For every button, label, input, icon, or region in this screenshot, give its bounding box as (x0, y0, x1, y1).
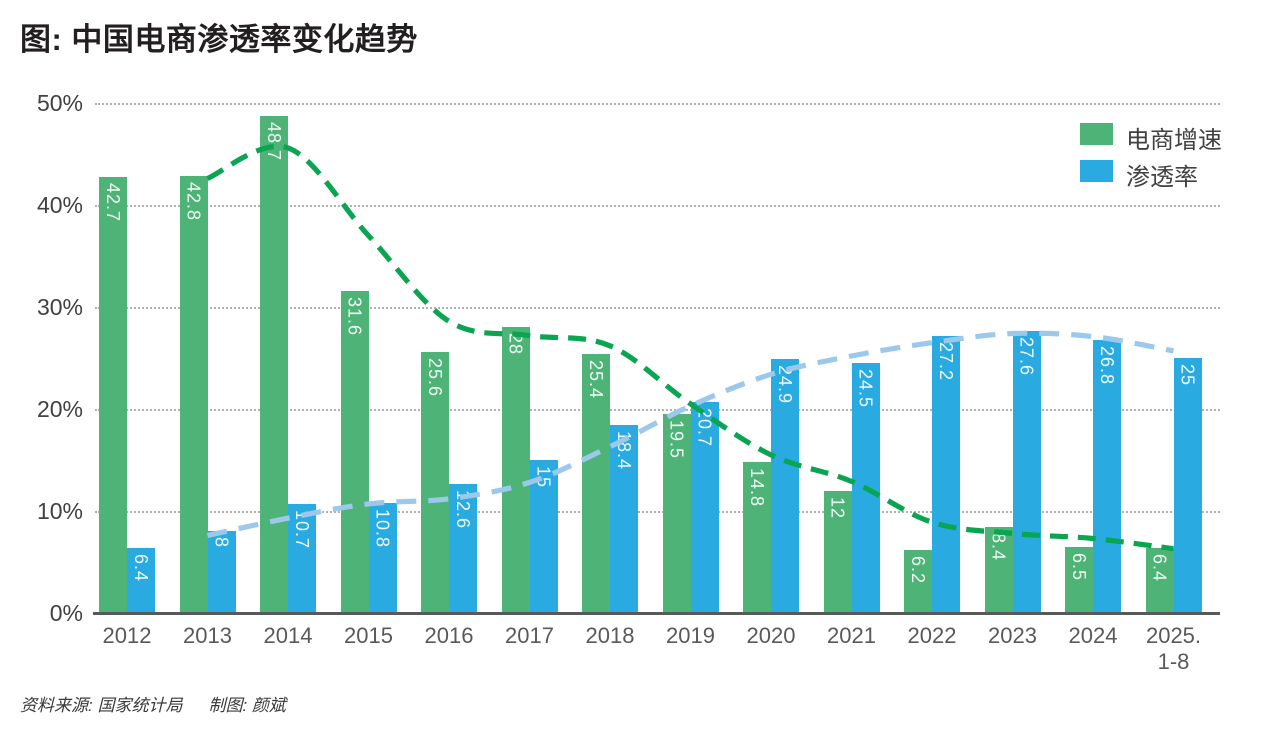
x-tick-2017: 2017 (505, 623, 554, 648)
trend-lines-layer (206, 143, 1174, 552)
bar-value-label: 25 (1177, 364, 1198, 387)
bar-growth-2022 (904, 549, 932, 613)
bar-value-label: 27.2 (936, 341, 956, 381)
x-tick-2013: 2013 (183, 623, 232, 648)
x-tick-2012: 2012 (102, 623, 152, 648)
bar-growth-2014 (260, 116, 288, 613)
bar-value-label: 26.8 (1097, 345, 1117, 385)
bar-penetration-2012 (127, 547, 155, 613)
bar-value-label: 48.7 (264, 122, 284, 162)
y-tick-30: 30% (36, 294, 83, 320)
bar-value-label: 10.7 (292, 509, 312, 549)
bar-penetration-2017 (529, 460, 558, 613)
bar-value-label: 12.6 (453, 490, 473, 530)
bar-penetration-2015 (368, 502, 397, 613)
gridline-20 (95, 409, 1220, 411)
x-tick-2021: 2021 (827, 623, 876, 648)
bar-growth-2016 (421, 351, 449, 613)
legend-swatch-growth (1080, 123, 1113, 145)
bar-growth-2018 (582, 353, 610, 613)
bar-value-label: 6.4 (1149, 553, 1170, 582)
plot-area: 50% 40% 30% 20% 10% 0% 42.7 42.8 48.7 31.6 25.6 28… (37, 90, 1220, 674)
bar-value-label: 19.5 (666, 420, 687, 460)
chart-title: 图: 中国电商渗透率变化趋势 (20, 22, 418, 57)
x-tick-2018: 2018 (585, 623, 635, 648)
bar-value-label: 10.8 (372, 508, 393, 548)
bar-value-label: 24.9 (775, 365, 795, 405)
bar-value-label: 25.6 (425, 357, 445, 397)
bar-penetration-2024 (1093, 339, 1121, 613)
x-tick-2014: 2014 (263, 623, 313, 648)
y-tick-20: 20% (36, 396, 83, 422)
bar-penetration-2020 (771, 359, 799, 613)
bar-value-label: 15 (533, 466, 554, 489)
y-tick-50: 50% (36, 90, 83, 116)
bar-growth-2023 (984, 527, 1013, 613)
legend-label-penetration: 渗透率 (1126, 164, 1198, 191)
y-tick-10: 10% (36, 498, 83, 524)
bar-penetration-2013 (207, 531, 236, 613)
bar-value-label: 27.6 (1016, 337, 1037, 377)
y-tick-0: 0% (49, 600, 83, 626)
bar-value-label: 25.4 (586, 359, 606, 399)
bar-growth-2025 (1145, 547, 1174, 613)
bar-penetration-2014 (288, 503, 316, 613)
bar-value-label: 6.2 (908, 555, 928, 584)
x-tick-2022: 2022 (907, 623, 957, 648)
bar-value-label: 14.8 (747, 468, 767, 508)
gridline-10 (95, 511, 1220, 513)
bar-penetration-2022 (932, 335, 960, 613)
x-tick-2023: 2023 (988, 623, 1037, 648)
gridline-40 (95, 205, 1220, 207)
bar-value-label: 20.7 (694, 407, 715, 447)
gridline-50 (95, 103, 1220, 105)
bar-growth-2020 (743, 462, 771, 613)
bar-penetration-2019 (690, 401, 719, 613)
credit-note: 制图: 颜斌 (208, 696, 286, 715)
penetration-trend-line (206, 330, 1174, 539)
bar-growth-2012 (99, 177, 127, 613)
bar-value-label: 8 (211, 537, 232, 549)
x-tick-2016: 2016 (424, 623, 474, 648)
bar-value-label: 42.8 (183, 182, 204, 222)
footer: 资料来源: 国家统计局 制图: 颜斌 (20, 691, 286, 716)
bar-growth-2013 (179, 176, 208, 613)
bar-value-label: 8.4 (988, 533, 1009, 562)
x-tick-2015: 2015 (344, 623, 393, 648)
source-note: 资料来源: 国家统计局 (20, 696, 183, 715)
bar-value-label: 31.6 (344, 296, 365, 336)
bar-penetration-2023 (1012, 331, 1041, 613)
y-tick-40: 40% (36, 192, 83, 218)
bar-growth-2021 (823, 490, 852, 613)
bar-growth-2015 (340, 290, 369, 613)
bar-value-label: 6.5 (1069, 552, 1089, 581)
bar-growth-2019 (662, 414, 691, 613)
legend-label-growth: 电商增速 (1126, 127, 1222, 154)
bar-growth-2017 (501, 327, 530, 613)
x-axis-line (93, 612, 1220, 615)
bar-penetration-2025 (1173, 358, 1202, 613)
x-tick-2025: 2025. 1-8 (1145, 623, 1202, 674)
x-tick-2024: 2024 (1068, 623, 1118, 648)
bar-penetration-2016 (449, 484, 477, 613)
bar-penetration-2018 (610, 425, 638, 613)
bar-growth-2024 (1065, 546, 1093, 613)
x-tick-2020: 2020 (746, 623, 796, 648)
growth-trend-line (206, 143, 1174, 552)
bar-value-label: 6.4 (131, 553, 151, 582)
gridline-30 (95, 307, 1220, 309)
bar-value-label: 12 (827, 496, 848, 519)
bar-value-label: 42.7 (103, 183, 123, 223)
legend-swatch-penetration (1080, 160, 1113, 182)
bar-value-label: 24.5 (855, 369, 876, 409)
x-tick-2019: 2019 (666, 623, 715, 648)
bar-value-label: 28 (505, 333, 526, 356)
